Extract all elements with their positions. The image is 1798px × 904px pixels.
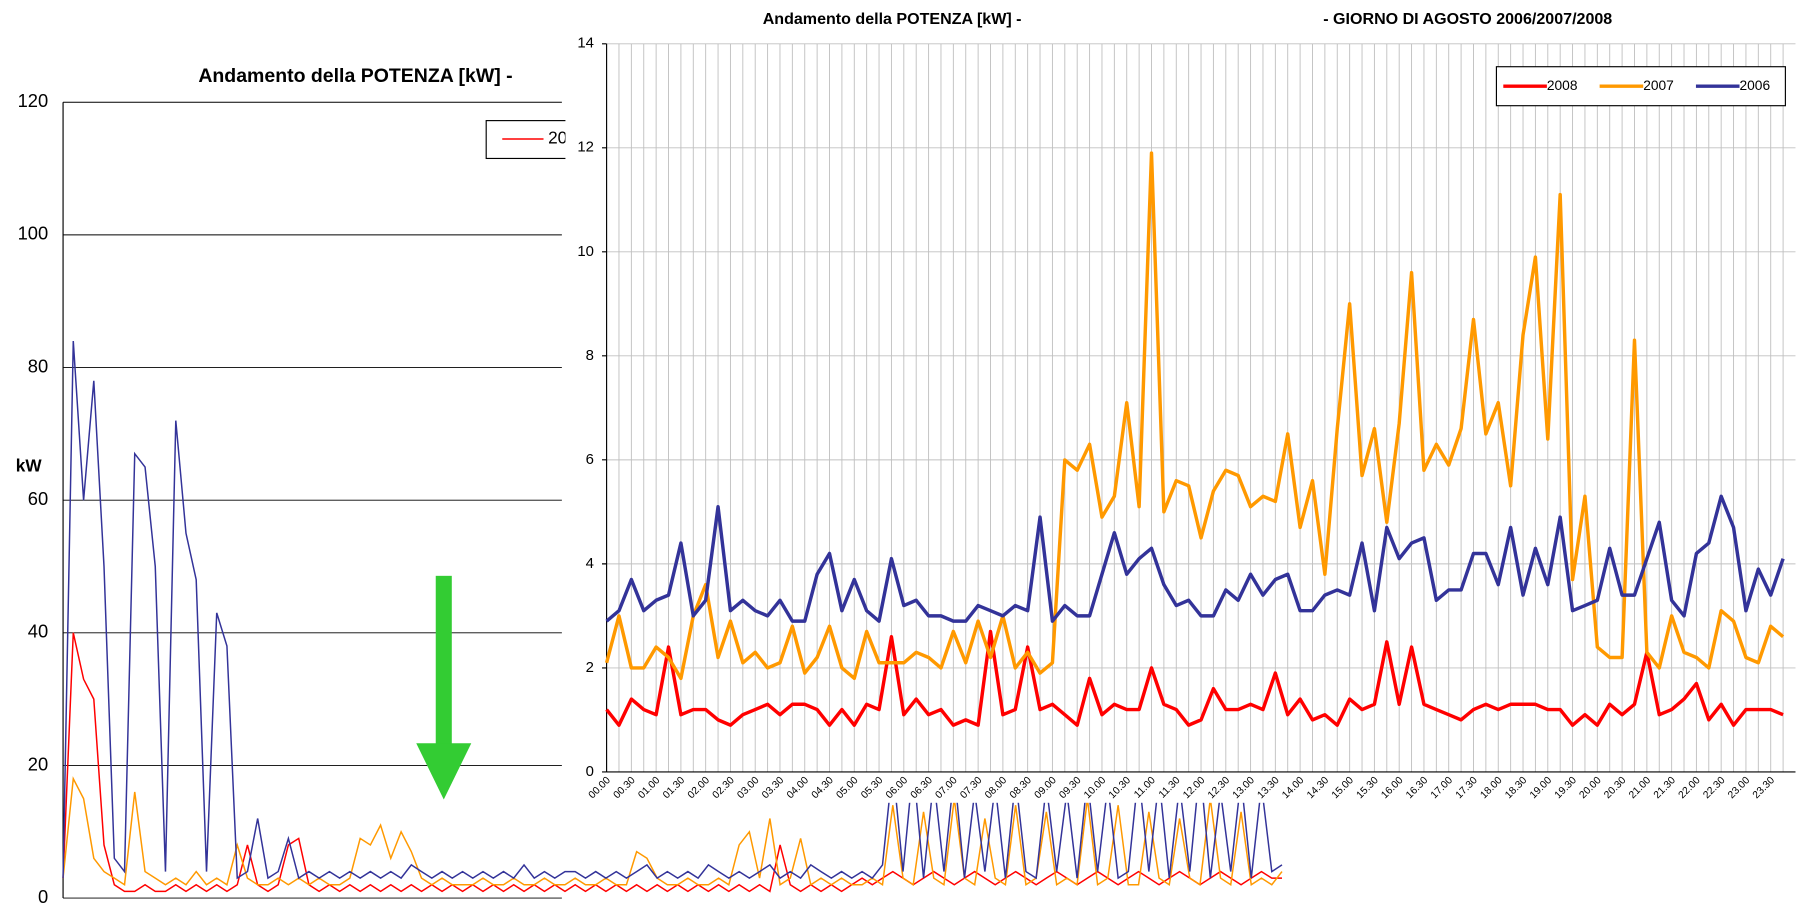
y-tick-label: 8: [586, 348, 594, 364]
y-tick-label: 40: [28, 621, 48, 642]
y-tick-label: 14: [577, 36, 594, 52]
y-tick-label: 20: [28, 753, 48, 774]
y-tick-label: 12: [577, 140, 594, 156]
arrow-shaft: [435, 575, 452, 746]
series-line: [604, 151, 1785, 681]
legend-label: 2006: [1740, 78, 1771, 93]
series-line: [605, 494, 1785, 623]
y-tick-label: 80: [28, 355, 48, 376]
y-tick-label: 6: [586, 452, 594, 468]
series-line: [62, 776, 1283, 887]
y-tick-label: 120: [18, 90, 49, 111]
y-tick-label: 100: [18, 223, 49, 244]
green-arrow: [416, 575, 472, 800]
y-tick-label: 4: [586, 556, 594, 572]
chart-title: Andamento della POTENZA [kW] -: [763, 10, 1022, 28]
y-tick-label: 60: [28, 488, 48, 509]
y-tick-label: 0: [38, 886, 48, 904]
series-line: [62, 340, 1283, 880]
chart-title: Andamento della POTENZA [kW] -: [198, 65, 512, 87]
series-line: [62, 632, 1282, 893]
y-tick-label: 10: [577, 244, 594, 260]
legend-label: 2007: [1643, 78, 1674, 93]
arrow-head: [416, 743, 472, 800]
chart-title: - GIORNO DI AGOSTO 2006/2007/2008: [1323, 10, 1612, 28]
series-line: [605, 629, 1784, 727]
chart-background: [565, 0, 1798, 803]
y-tick-label: 0: [586, 764, 594, 780]
y-tick-label: 2: [586, 660, 594, 676]
foreground-chart: Andamento della POTENZA [kW] - - GIORNO D…: [565, 0, 1798, 803]
legend-label: 2008: [1547, 78, 1578, 93]
y-axis-label: kW: [16, 455, 43, 475]
